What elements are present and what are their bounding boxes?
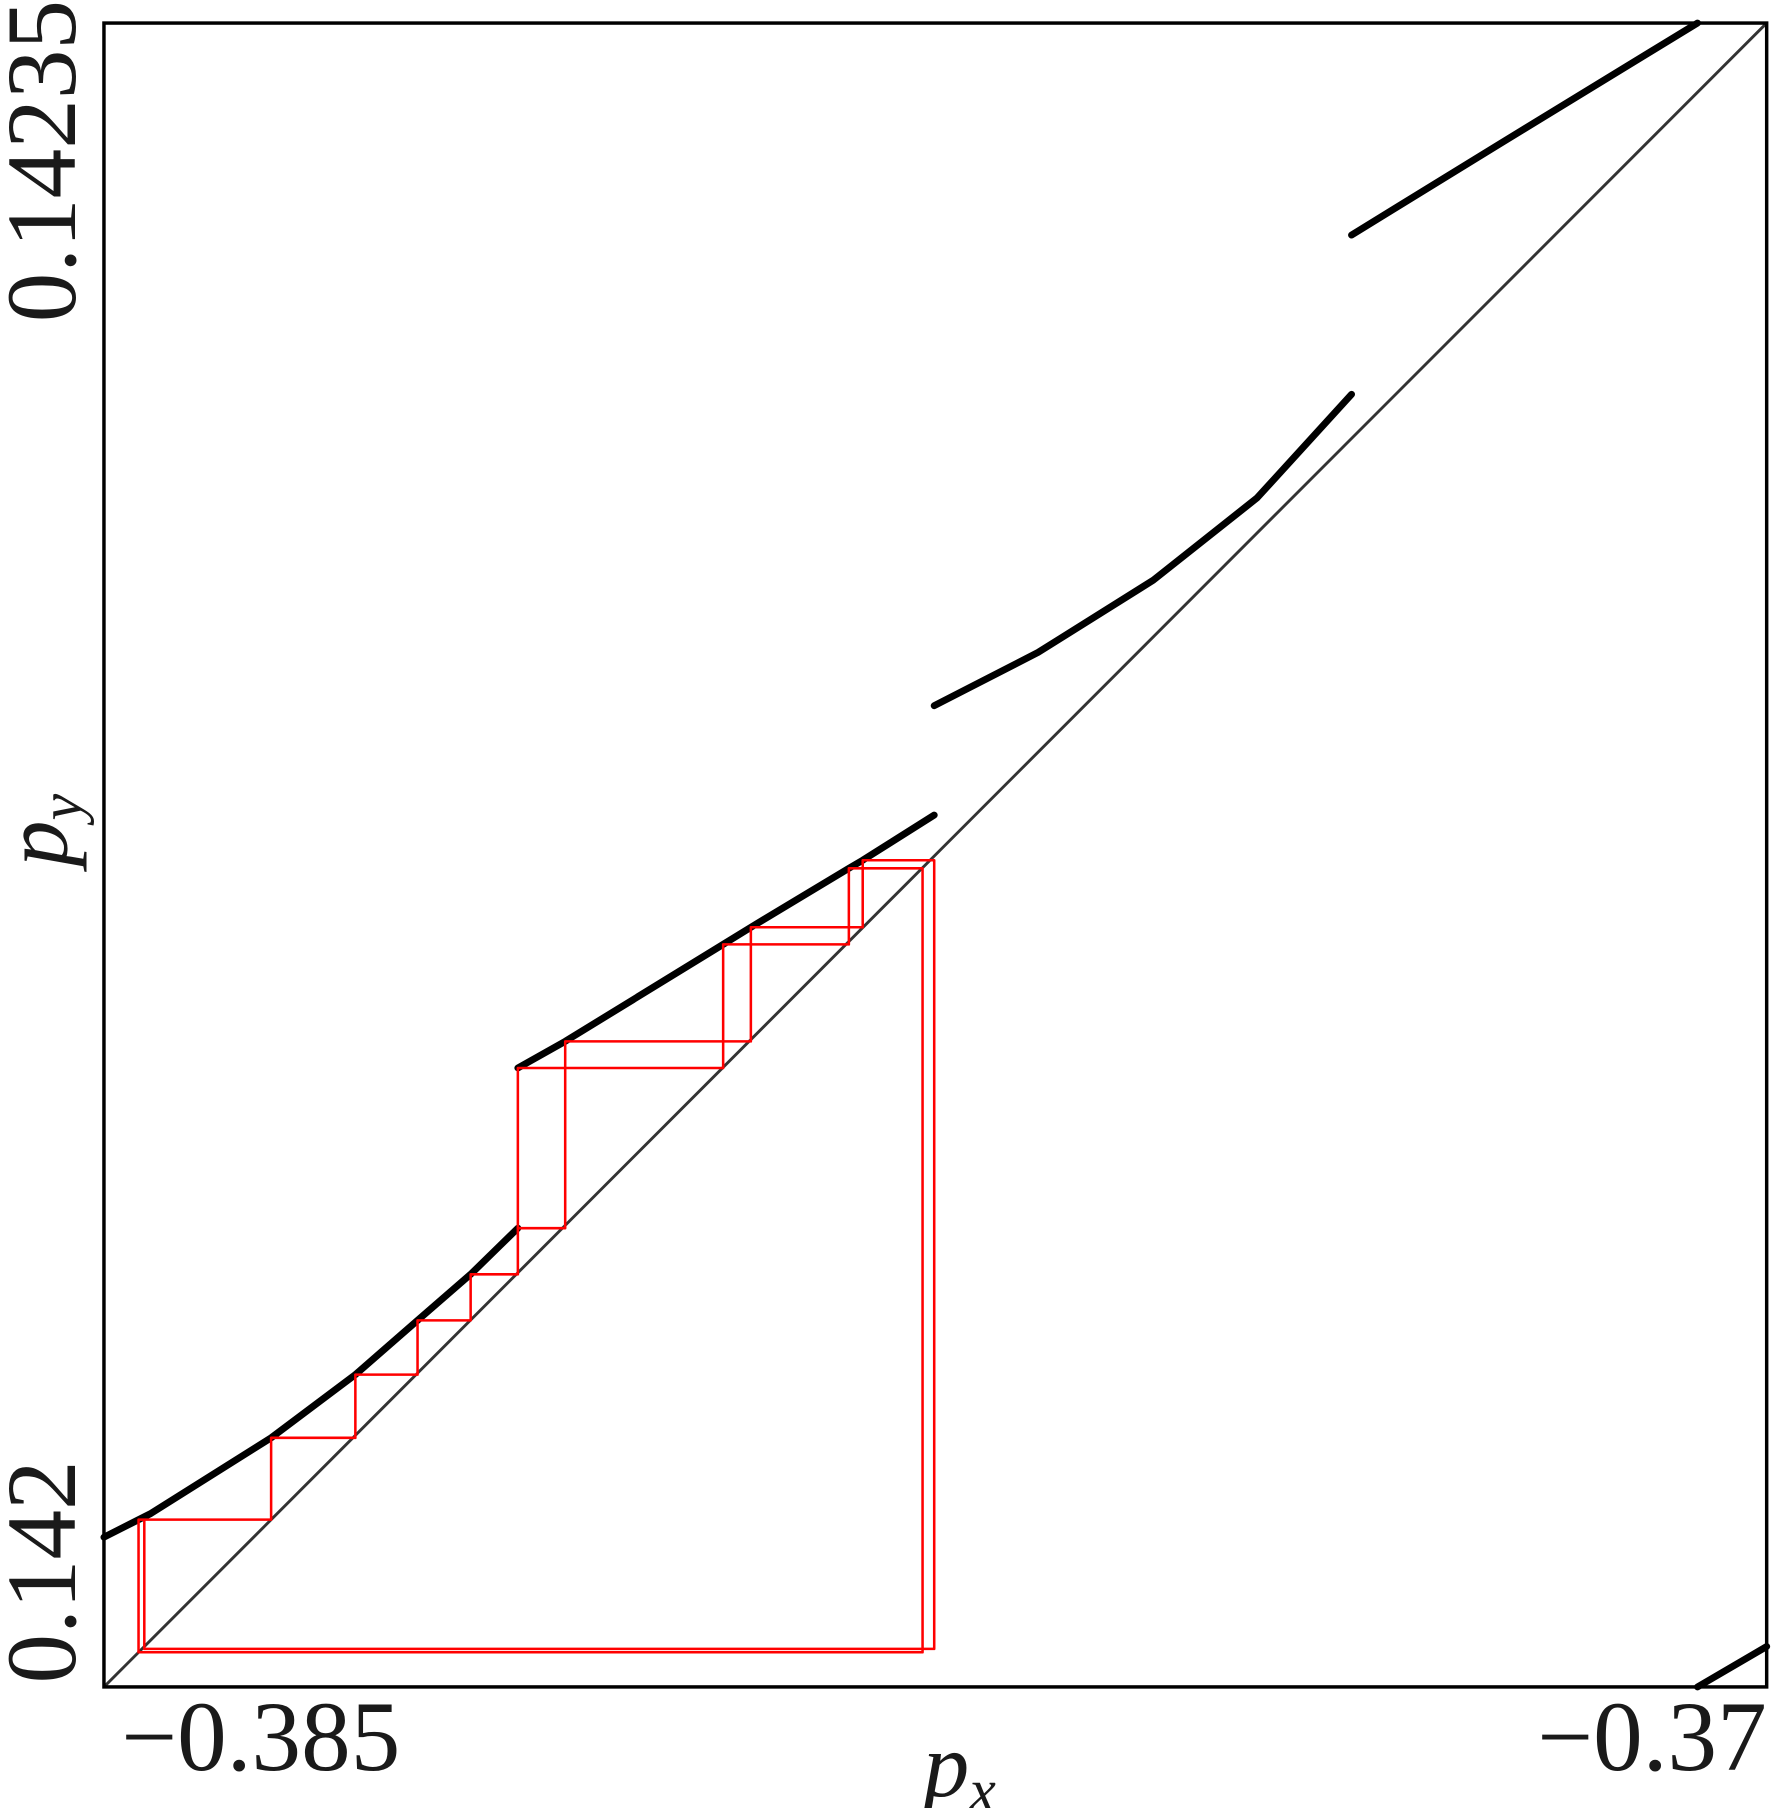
y-tick-label: 0.14235: [0, 0, 97, 322]
map-branch: [1694, 1643, 1771, 1691]
x-tick-label: −0.37: [1537, 1683, 1766, 1792]
x-tick-label: −0.385: [121, 1683, 400, 1792]
map-branch: [100, 1224, 522, 1541]
x-axis-label: px: [917, 1714, 996, 1808]
map-branch: [514, 811, 938, 1072]
diagonal: [102, 22, 1768, 1688]
cobweb: [137, 867, 924, 1654]
map-branch: [930, 390, 1356, 710]
y-axis-label: py: [0, 793, 94, 872]
y-axis-label-sub: y: [28, 793, 94, 825]
y-tick-label: 0.142: [0, 1460, 97, 1683]
y-axis-label-base: p: [0, 820, 87, 872]
plot-frame: [102, 21, 1769, 1689]
x-axis-label-base: p: [917, 1714, 969, 1808]
x-axis-label-sub: x: [968, 1757, 996, 1808]
map-branch: [1348, 19, 1701, 239]
cobweb: [137, 858, 936, 1654]
